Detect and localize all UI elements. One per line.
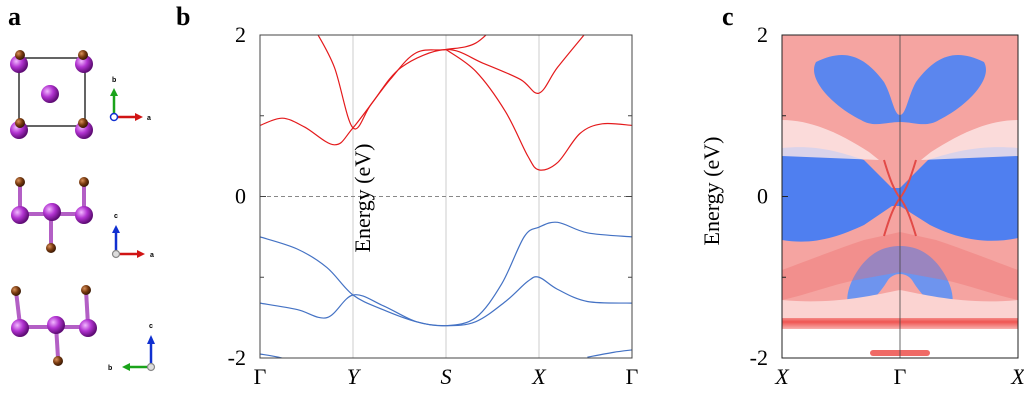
valence-band xyxy=(587,349,632,358)
atom-small xyxy=(15,118,25,128)
y-tick-label-c: 2 xyxy=(757,22,768,47)
panel-label-c: c xyxy=(722,2,734,31)
atom-large xyxy=(41,85,59,103)
atom-large xyxy=(11,319,29,337)
panel-label-a: a xyxy=(8,2,21,31)
x-tick-label: X xyxy=(531,364,547,389)
axis-label-left-3: b xyxy=(108,365,112,372)
atom-small xyxy=(78,118,88,128)
x-tick-label: Γ xyxy=(254,364,267,389)
atom-small xyxy=(79,177,89,187)
x-tick-label: Y xyxy=(347,364,362,389)
y-axis-label-c: Energy (eV) xyxy=(699,137,724,246)
side-view-2 xyxy=(11,285,97,366)
axis-triad-2: c a xyxy=(111,213,154,259)
axis-triad-3: c b xyxy=(108,323,156,372)
surface-states-plot: 20-2X Γ X Energy (eV) xyxy=(699,22,1024,389)
atom-small xyxy=(46,243,56,253)
atom-large xyxy=(47,316,65,334)
top-view-unit-cell xyxy=(10,50,93,139)
y-tick-label: 2 xyxy=(235,22,246,47)
atom-large xyxy=(75,55,93,73)
conduction-band xyxy=(317,35,585,130)
y-tick-label: 0 xyxy=(235,184,246,209)
valence-band xyxy=(260,276,632,327)
panel-label-b: b xyxy=(176,2,191,31)
atom-large xyxy=(11,206,29,224)
y-axis-label: Energy (eV) xyxy=(350,144,375,253)
atom-small xyxy=(15,177,25,187)
crystal-structure-panel: b a c a xyxy=(10,50,156,372)
conduction-band xyxy=(445,49,632,171)
y-tick-label: -2 xyxy=(228,345,246,370)
atom-small xyxy=(53,356,63,366)
atom-small xyxy=(15,50,25,60)
x-tick-label-c: X xyxy=(1010,364,1024,389)
atom-large xyxy=(43,203,61,221)
axis-label-up-1: b xyxy=(112,77,116,84)
x-tick-label: Γ xyxy=(626,364,639,389)
x-tick-label-c: X xyxy=(774,364,790,389)
lower-blue-pocket xyxy=(847,246,953,309)
atom-large xyxy=(10,55,28,73)
x-tick-label-c: Γ xyxy=(894,364,907,389)
valence-band xyxy=(260,353,285,358)
side-view-1 xyxy=(11,177,93,253)
atom-small xyxy=(81,285,91,295)
atom-large xyxy=(79,319,97,337)
y-tick-label-c: 0 xyxy=(757,184,768,209)
band-structure-chart: 2 0 -2 Γ Y S X Γ Energy (eV) xyxy=(228,22,639,389)
atom-large xyxy=(75,206,93,224)
x-tick-label: S xyxy=(441,364,452,389)
axis-label-up-3: c xyxy=(149,323,153,330)
atom-small xyxy=(11,286,21,296)
axis-label-right-1: a xyxy=(147,115,151,122)
atom-small xyxy=(78,50,88,60)
axis-label-up-2: c xyxy=(114,213,118,220)
valence-band xyxy=(260,221,632,327)
y-tick-label-c: -2 xyxy=(750,345,768,370)
conduction-band xyxy=(260,35,487,146)
axis-triad-1: b a xyxy=(109,77,151,122)
upper-blue-pocket xyxy=(814,54,986,125)
axis-label-right-2: a xyxy=(150,252,154,259)
